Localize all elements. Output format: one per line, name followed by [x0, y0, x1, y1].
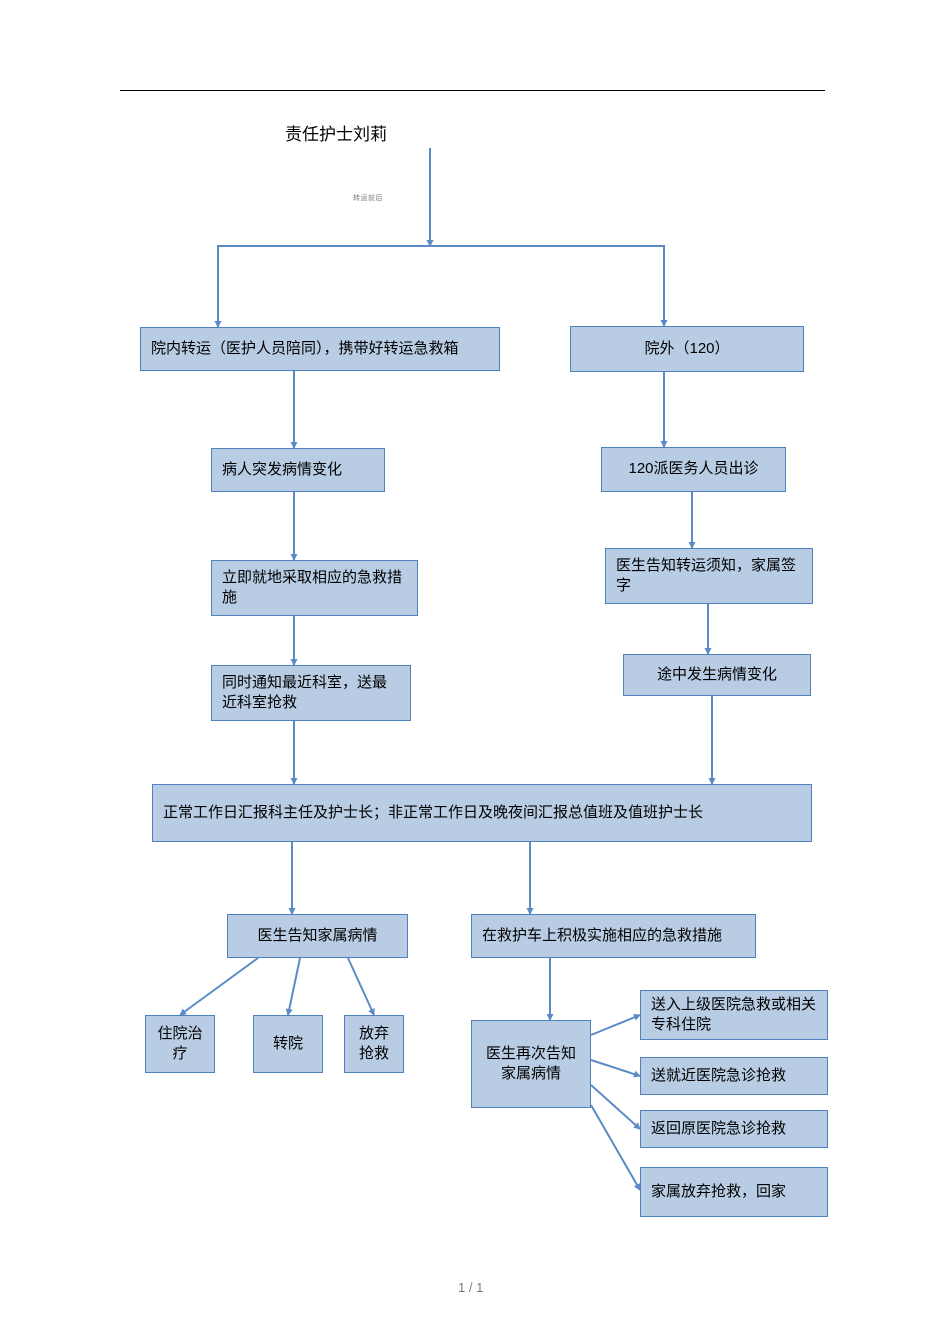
tiny-annotation: 转运前后	[353, 193, 383, 203]
flow-node-n_途中: 途中发生病情变化	[623, 654, 811, 696]
flowchart-page: 责任护士刘莉 转运前后 院内转运（医护人员陪同），携带好转运急救箱 院外（120）…	[0, 0, 945, 1337]
flow-edge	[180, 958, 258, 1015]
flow-node-n_hosp: 住院治疗	[145, 1015, 215, 1073]
flow-node-n_report: 正常工作日汇报科主任及护士长；非正常工作日及晚夜间汇报总值班及值班护士长	[152, 784, 812, 842]
flow-node-n_nearby: 同时通知最近科室，送最近科室抢救	[211, 665, 411, 721]
flow-node-n_120: 120派医务人员出诊	[601, 447, 786, 492]
flow-edge	[591, 1060, 640, 1076]
flow-node-n_o1: 送入上级医院急救或相关专科住院	[640, 990, 828, 1040]
flow-edge	[591, 1015, 640, 1035]
page-footer: 1 / 1	[458, 1280, 483, 1295]
flow-node-n_trans: 转院	[253, 1015, 323, 1073]
flow-node-n_giveup: 放弃抢救	[344, 1015, 404, 1073]
flow-node-n_amb: 在救护车上积极实施相应的急救措施	[471, 914, 756, 958]
page-title: 责任护士刘莉	[285, 120, 387, 145]
flow-node-n_out: 院外（120）	[570, 326, 804, 372]
flow-edge	[591, 1085, 640, 1129]
flow-node-n_rescue: 立即就地采取相应的急救措施	[211, 560, 418, 616]
flow-edge	[430, 246, 664, 326]
flow-node-n_tell: 医生告知家属病情	[227, 914, 408, 958]
flow-edge	[218, 246, 430, 327]
flow-node-n_in: 院内转运（医护人员陪同），携带好转运急救箱	[140, 327, 500, 371]
top-rule	[120, 90, 825, 91]
flow-node-n_retell: 医生再次告知家属病情	[471, 1020, 591, 1108]
flow-node-n_o3: 返回原医院急诊抢救	[640, 1110, 828, 1148]
flow-node-n_o2: 送就近医院急诊抢救	[640, 1057, 828, 1095]
flow-node-n_change: 病人突发病情变化	[211, 448, 385, 492]
flow-edge	[348, 958, 374, 1015]
flow-node-n_inform: 医生告知转运须知，家属签字	[605, 548, 813, 604]
flow-edge	[591, 1105, 640, 1190]
flow-edge	[288, 958, 300, 1015]
flow-node-n_o4: 家属放弃抢救，回家	[640, 1167, 828, 1217]
